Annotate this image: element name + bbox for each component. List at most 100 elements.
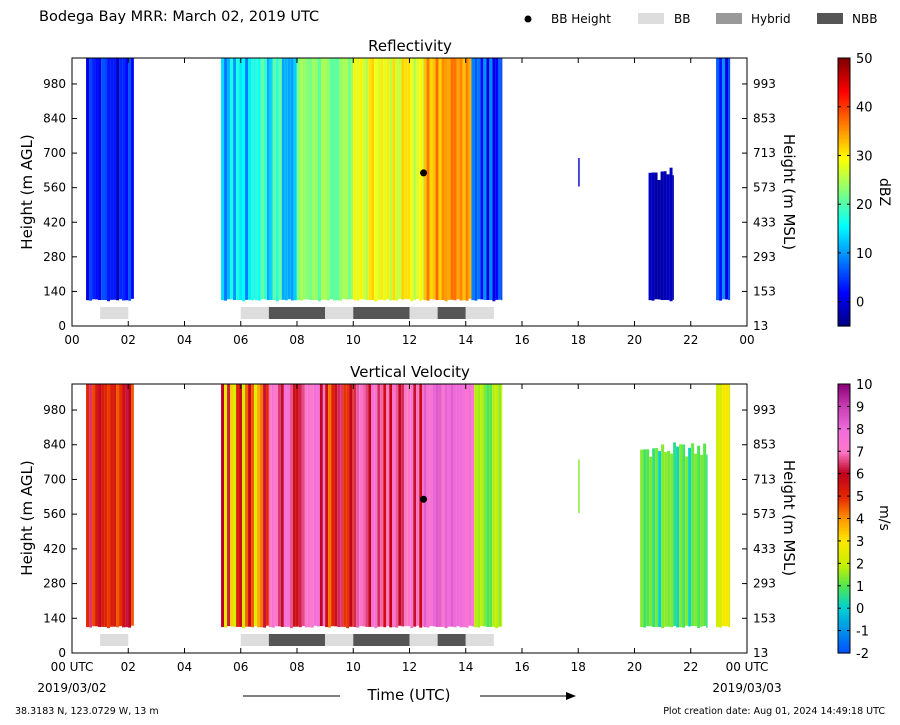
y-tick-label-left-reflectivity: 980 [43, 77, 66, 91]
data-cell-reflectivity [98, 58, 102, 301]
data-cell-velocity [685, 456, 689, 626]
colorbar-tick-label-reflectivity: 20 [856, 198, 873, 213]
data-cell-reflectivity [221, 58, 225, 301]
data-cell-velocity [413, 384, 417, 627]
data-cell-velocity [398, 384, 402, 626]
colorbar-cell-reflectivity [838, 227, 850, 231]
colorbar-cell-reflectivity [838, 207, 850, 211]
data-cell-reflectivity [416, 58, 420, 299]
colorbar-cell-velocity [838, 408, 850, 412]
data-cell-reflectivity [104, 58, 108, 301]
data-cell-reflectivity [651, 172, 655, 301]
colorbar-cell-reflectivity [838, 198, 850, 202]
data-cell-velocity [670, 453, 674, 628]
colorbar-cell-reflectivity [838, 122, 850, 126]
data-cell-reflectivity [275, 58, 279, 302]
data-cell-reflectivity [278, 58, 282, 300]
colorbar-cell-reflectivity [838, 127, 850, 131]
colorbar-cell-velocity [838, 401, 850, 405]
data-cell-reflectivity [224, 58, 228, 301]
colorbar-cell-velocity [838, 522, 850, 526]
colorbar-cell-velocity [838, 516, 850, 520]
data-cell-reflectivity [426, 58, 430, 301]
colorbar-tick-label-reflectivity: 0 [856, 296, 864, 311]
colorbar-cell-velocity [838, 388, 850, 392]
x-tick-label-velocity: 00 UTC [51, 660, 94, 674]
colorbar-cell-reflectivity [838, 245, 850, 249]
data-cell-velocity [380, 384, 384, 627]
colorbar-cell-velocity [838, 563, 850, 567]
data-cell-reflectivity [122, 58, 126, 301]
colorbar-cell-velocity [838, 509, 850, 513]
colorbar-cell-velocity [838, 386, 850, 390]
colorbar-cell-reflectivity [838, 171, 850, 175]
data-cell-velocity [450, 384, 454, 627]
x-tick-label-reflectivity: 22 [683, 333, 698, 347]
data-cell-reflectivity [107, 58, 111, 302]
data-cell-reflectivity [407, 58, 411, 300]
data-cell-reflectivity [383, 58, 387, 301]
colorbar-cell-velocity [838, 413, 850, 416]
colorbar-cell-reflectivity [838, 216, 850, 220]
colorbar-cell-reflectivity [838, 314, 850, 318]
data-cell-velocity [649, 456, 653, 627]
data-cell-reflectivity [438, 58, 442, 301]
colorbar-cell-reflectivity [838, 281, 850, 285]
data-cell-velocity [266, 384, 269, 626]
colorbar-cell-velocity [838, 547, 850, 551]
x-tick-label-velocity: 12 [402, 660, 417, 674]
data-cell-velocity [438, 384, 442, 627]
colorbar-cell-velocity [838, 442, 850, 446]
colorbar-cell-reflectivity [838, 267, 850, 271]
data-cell-velocity [221, 384, 225, 628]
data-cell-velocity [230, 384, 234, 627]
colorbar-cell-velocity [838, 549, 850, 553]
colorbar-cell-velocity [838, 404, 850, 408]
data-cell-velocity [101, 384, 105, 627]
x-axis-label: Time (UTC) [367, 686, 451, 704]
legend-bb-swatch [638, 13, 664, 24]
colorbar-cell-velocity [838, 464, 850, 468]
colorbar-cell-reflectivity [838, 151, 850, 155]
colorbar-cell-reflectivity [838, 285, 850, 289]
data-cell-reflectivity [666, 174, 670, 301]
colorbar-cell-reflectivity [838, 78, 850, 81]
data-cell-velocity [655, 448, 659, 627]
colorbar-cell-reflectivity [838, 303, 850, 307]
x-tick-label-velocity: 02 [121, 660, 136, 674]
data-cell-velocity [474, 384, 478, 628]
colorbar-cell-velocity [838, 599, 850, 603]
data-cell-velocity [337, 384, 341, 627]
x-tick-label-velocity: 06 [233, 660, 248, 674]
legend-bb-height-label: BB Height [551, 12, 611, 26]
legend-nbb-swatch [817, 13, 843, 24]
colorbar-cell-velocity [838, 480, 850, 484]
data-cell-reflectivity [725, 58, 729, 300]
colorbar-cell-reflectivity [838, 167, 850, 171]
colorbar-cell-reflectivity [838, 263, 850, 267]
data-cell-reflectivity [419, 58, 423, 301]
colorbar-cell-reflectivity [838, 149, 850, 153]
x-tick-label-velocity: 08 [289, 660, 304, 674]
data-cell-reflectivity [254, 58, 255, 300]
y-tick-label-left-reflectivity: 280 [43, 250, 66, 264]
colorbar-cell-reflectivity [838, 64, 850, 68]
colorbar-cell-velocity [838, 462, 850, 466]
colorbar-cell-velocity [838, 556, 850, 560]
colorbar-cell-reflectivity [838, 243, 850, 247]
colorbar-tick-label-velocity: 0 [856, 602, 864, 617]
data-cell-velocity [128, 384, 132, 628]
colorbar-cell-reflectivity [838, 84, 850, 88]
colorbar-cell-velocity [838, 644, 850, 647]
data-cell-reflectivity [432, 58, 436, 300]
colorbar-cell-reflectivity [838, 252, 850, 256]
data-cell-velocity [419, 384, 423, 628]
data-cell-reflectivity [263, 58, 267, 300]
colorbar-cell-reflectivity [838, 178, 850, 182]
data-cell-velocity [359, 384, 363, 627]
y-tick-label-right-velocity: 853 [753, 438, 776, 452]
colorbar-cell-reflectivity [838, 165, 850, 169]
colorbar-cell-reflectivity [838, 194, 850, 198]
colorbar-tick-label-velocity: 3 [856, 535, 864, 550]
